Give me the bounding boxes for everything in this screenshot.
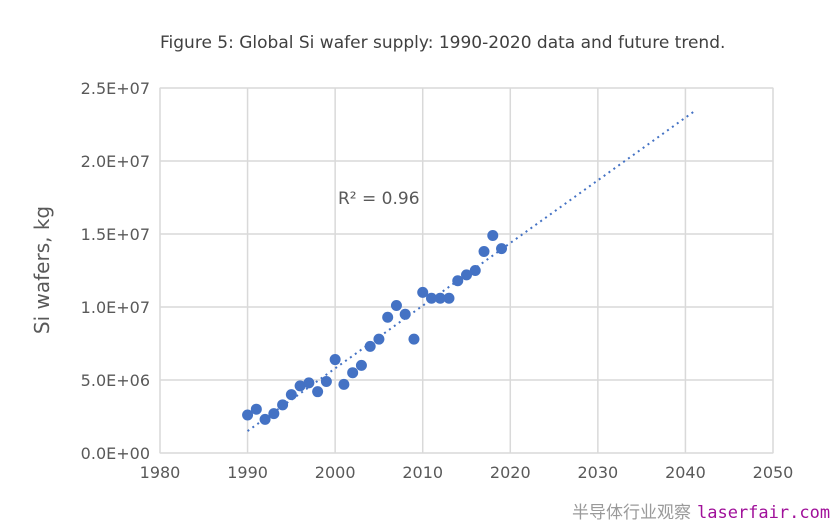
data-point bbox=[303, 377, 315, 389]
data-point bbox=[277, 399, 289, 411]
data-point bbox=[408, 333, 420, 345]
data-point bbox=[242, 409, 254, 421]
data-point bbox=[434, 292, 446, 304]
data-point bbox=[364, 340, 376, 352]
data-point bbox=[382, 311, 394, 323]
y-axis-label: Si wafers, kg bbox=[30, 206, 54, 334]
data-point bbox=[425, 292, 437, 304]
y-tick-label: 2.5E+07 bbox=[81, 79, 150, 98]
y-tick-label: 1.0E+07 bbox=[81, 298, 150, 317]
data-point bbox=[338, 378, 350, 390]
data-point bbox=[320, 375, 332, 387]
y-tick-label: 2.0E+07 bbox=[81, 152, 150, 171]
data-point bbox=[259, 413, 271, 425]
x-tick-label: 2010 bbox=[402, 463, 443, 482]
y-tick-label: 1.5E+07 bbox=[81, 225, 150, 244]
data-point bbox=[268, 408, 280, 420]
data-point bbox=[347, 367, 359, 379]
data-point bbox=[461, 269, 472, 281]
x-tick-label: 2000 bbox=[315, 463, 356, 482]
y-tick-label: 5.0E+06 bbox=[81, 371, 150, 390]
data-point bbox=[452, 275, 464, 287]
data-point bbox=[390, 300, 402, 312]
r-squared-label: R² = 0.96 bbox=[338, 189, 420, 209]
data-point bbox=[250, 403, 262, 415]
data-point bbox=[478, 246, 490, 258]
x-tick-label: 1980 bbox=[140, 463, 181, 482]
data-point bbox=[487, 229, 499, 241]
x-tick-label: 2030 bbox=[577, 463, 618, 482]
data-point bbox=[399, 308, 411, 320]
data-point bbox=[329, 354, 341, 366]
x-tick-label: 2020 bbox=[490, 463, 531, 482]
data-point bbox=[294, 380, 306, 392]
data-point bbox=[496, 243, 508, 255]
watermark-wechat: 半导体行业观察 bbox=[572, 503, 691, 523]
data-point bbox=[443, 292, 455, 304]
y-tick-label: 0.0E+00 bbox=[81, 444, 150, 463]
data-point bbox=[312, 386, 324, 398]
x-tick-label: 2050 bbox=[753, 463, 794, 482]
x-tick-label: 2040 bbox=[665, 463, 706, 482]
watermark-url: laserfair.com bbox=[697, 503, 831, 523]
chart-title: Figure 5: Global Si wafer supply: 1990-2… bbox=[160, 33, 726, 53]
x-tick-label: 1990 bbox=[227, 463, 268, 482]
data-point bbox=[417, 286, 429, 298]
data-point bbox=[469, 265, 481, 276]
data-point bbox=[355, 359, 367, 371]
trendline bbox=[246, 110, 695, 432]
data-point bbox=[373, 333, 385, 345]
data-point bbox=[285, 389, 297, 401]
